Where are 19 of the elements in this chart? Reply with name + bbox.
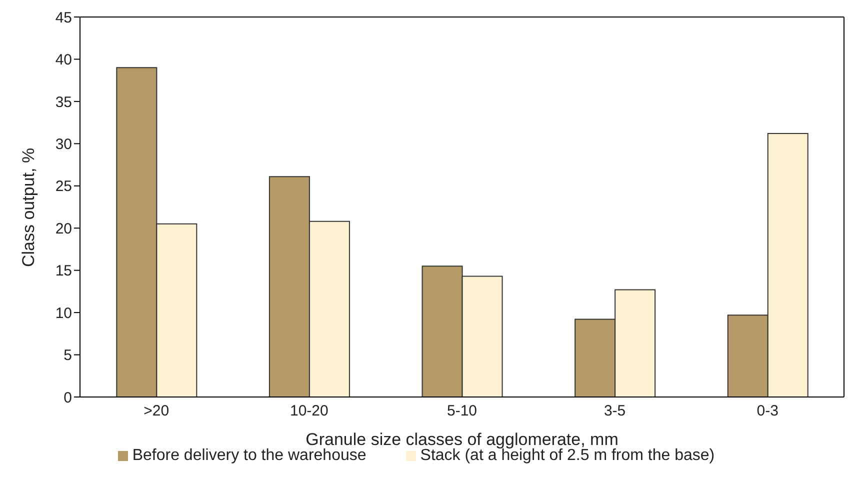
- x-axis-title: Granule size classes of agglomerate, mm: [306, 430, 618, 449]
- y-tick-label: 40: [55, 52, 72, 69]
- legend-label: Before delivery to the warehouse: [132, 447, 366, 464]
- y-tick-label: 25: [55, 178, 72, 196]
- x-tick-label: >20: [144, 402, 170, 420]
- x-tick-label: 3-5: [604, 402, 626, 420]
- y-tick-label: 15: [55, 262, 72, 280]
- y-tick-label: 0: [64, 389, 72, 406]
- y-tick-label: 30: [55, 136, 72, 153]
- x-tick-label: 10-20: [290, 402, 328, 420]
- y-tick-label: 5: [64, 347, 72, 364]
- y-tick-label: 45: [55, 9, 72, 26]
- y-axis-title: Class output, %: [19, 148, 38, 267]
- y-tick-label: 10: [55, 304, 72, 322]
- y-tick-label: 35: [55, 94, 72, 111]
- x-tick-label: 5-10: [446, 402, 478, 420]
- x-tick-label: 0-3: [756, 402, 778, 420]
- y-tick-label: 20: [55, 220, 72, 238]
- legend-label: Stack (at a height of 2.5 m from the base): [420, 447, 715, 464]
